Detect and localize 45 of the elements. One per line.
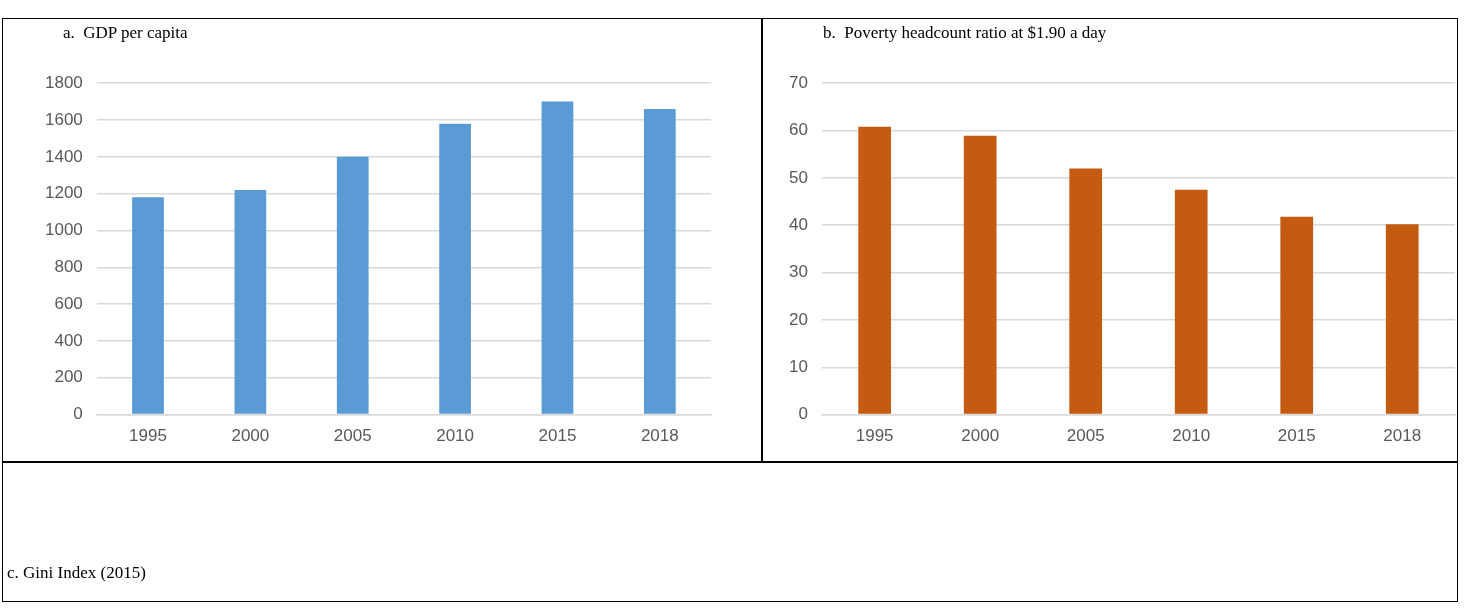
bar [963, 135, 997, 414]
y-tick-label: 1600 [44, 109, 83, 129]
bar [1174, 189, 1208, 414]
y-tick-label: 800 [54, 257, 83, 276]
bar [858, 126, 892, 414]
x-tick-label: 2018 [640, 426, 679, 446]
x-tick-label: 2000 [961, 426, 1000, 446]
x-tick-label: 1995 [855, 426, 894, 446]
x-tick-label: 1995 [129, 426, 167, 446]
y-tick-label: 600 [54, 293, 83, 313]
bar [439, 123, 471, 414]
y-tick-label: 1200 [44, 183, 83, 203]
bar [1280, 216, 1314, 414]
bar [336, 156, 369, 414]
bar [643, 108, 676, 414]
bar [1385, 224, 1419, 414]
bar [1069, 168, 1103, 414]
y-tick-label: 0 [798, 404, 808, 424]
y-tick-label: 1800 [44, 72, 83, 92]
x-tick-label: 2000 [231, 426, 270, 446]
bar [234, 189, 267, 414]
x-tick-label: 2018 [1383, 426, 1422, 446]
y-tick-label: 0 [73, 404, 83, 424]
y-tick-label: 400 [54, 330, 83, 350]
bar [132, 197, 164, 414]
chart-title: a. GDP per capita [63, 23, 188, 43]
text: c. Gini Index (2015) [7, 563, 146, 583]
x-tick-label: 2015 [538, 426, 577, 446]
chart-title: b. Poverty headcount ratio at $1.90 a day [823, 23, 1107, 43]
bar [541, 101, 574, 414]
y-tick-label: 20 [788, 309, 808, 329]
y-tick-label: 40 [788, 214, 808, 234]
x-tick-label: 2015 [1277, 426, 1316, 446]
x-tick-label: 2005 [1066, 426, 1105, 446]
y-tick-label: 10 [788, 356, 808, 376]
y-tick-label: 1400 [44, 146, 83, 166]
x-tick-label: 2010 [436, 426, 475, 446]
y-tick-label: 50 [788, 167, 808, 187]
y-tick-label: 1000 [44, 220, 83, 240]
x-tick-label: 2005 [333, 426, 372, 446]
y-tick-label: 30 [788, 262, 808, 282]
y-tick-label: 60 [788, 120, 808, 140]
y-tick-label: 200 [54, 367, 83, 387]
x-tick-label: 2010 [1172, 426, 1211, 446]
y-tick-label: 70 [788, 72, 808, 92]
